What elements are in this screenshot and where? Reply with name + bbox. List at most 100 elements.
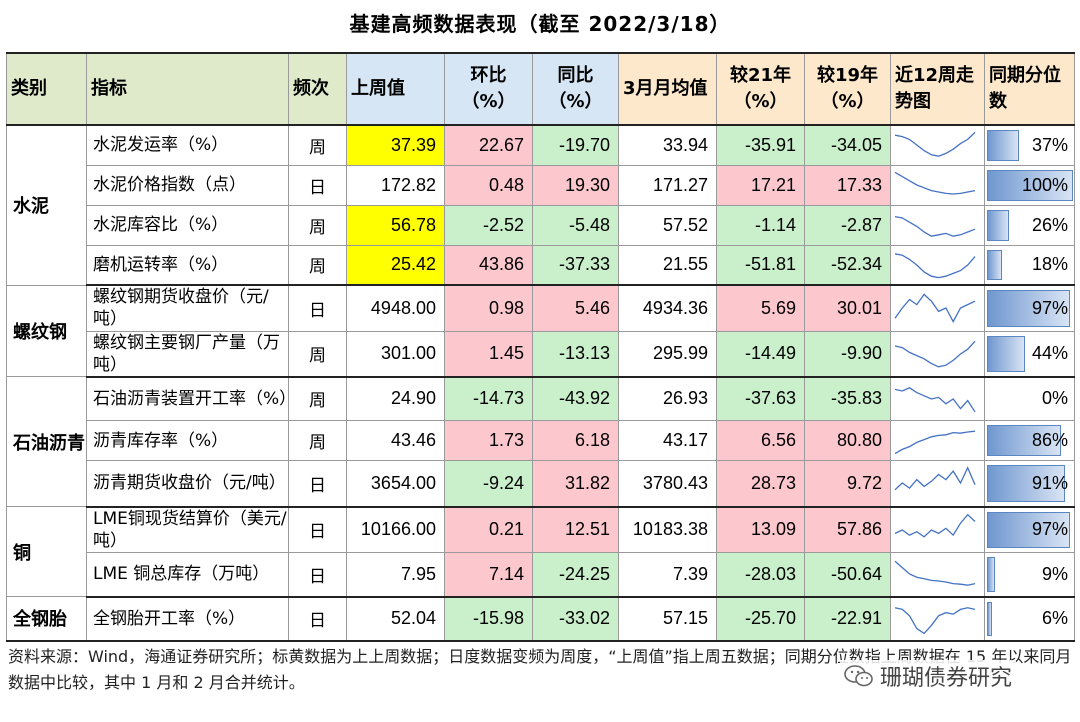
yoy-cell: 12.51 (532, 506, 619, 553)
data-table: 类别 指标 频次 上周值 环比（%） 同比（%） 3月月均值 较21年（%） 较… (6, 52, 1075, 642)
month-avg-cell: 7.39 (618, 552, 717, 598)
indicator-cell: 石油沥青装置开工率（%） (86, 376, 289, 421)
category-cell: 水泥 (6, 124, 87, 286)
last-week-cell: 3654.00 (346, 460, 445, 508)
wow-cell: -2.52 (444, 204, 533, 246)
wechat-icon (844, 665, 873, 687)
percentile-value: 97% (1031, 297, 1068, 318)
month-avg-cell: 295.99 (618, 330, 717, 378)
last-week-cell: 43.46 (346, 420, 445, 461)
month-avg-cell: 4934.36 (618, 284, 717, 332)
percentile-value: 0% (1041, 388, 1068, 409)
header-indicator: 指标 (86, 52, 289, 126)
vs21-cell: -14.49 (716, 330, 805, 378)
vs19-cell: 57.86 (804, 506, 891, 553)
vs21-cell: -25.70 (716, 596, 805, 642)
frequency-cell: 周 (288, 124, 347, 166)
percentile-value: 18% (1031, 254, 1068, 275)
percentile-bar (987, 511, 1071, 548)
sparkline-series (894, 132, 976, 158)
header-vs19: 较19年（%） (804, 52, 891, 126)
header-wow: 环比（%） (444, 52, 533, 126)
indicator-cell: 水泥发运率（%） (86, 124, 289, 166)
yoy-cell: -24.25 (532, 552, 619, 598)
percentile-cell: 9% (984, 552, 1075, 598)
trend-cell (890, 330, 985, 378)
frequency-cell: 日 (288, 284, 347, 332)
vs19-cell: -50.64 (804, 552, 891, 598)
percentile-cell: 6% (984, 596, 1075, 642)
table-row: 螺纹钢主要钢厂产量（万吨）周 301.00 1.45 -13.13 295.99 -14.… (7, 330, 1075, 378)
month-avg-cell: 33.94 (618, 124, 717, 166)
header-month-avg: 3月月均值 (618, 52, 717, 126)
sparkline (894, 560, 976, 587)
category-cell: 螺纹钢 (6, 284, 87, 377)
trend-cell (890, 552, 985, 598)
table-row: LME 铜总库存（万吨）日 7.95 7.14 -24.25 7.39 -28.03 -50… (7, 552, 1075, 598)
sparkline-series (894, 513, 976, 538)
indicator-cell: 水泥价格指数（点） (86, 164, 289, 206)
percentile-cell: 97% (984, 284, 1075, 332)
sparkline (894, 132, 976, 158)
percentile-value: 44% (1031, 343, 1068, 363)
percentile-bar (987, 249, 1003, 280)
table-row: 水泥库容比（%）周 56.78 -2.52 -5.48 57.52 -1.14 -2.87 2… (7, 204, 1075, 246)
sparkline (894, 171, 976, 195)
table-row: 沥青库存率（%）周 43.46 1.73 6.18 43.17 6.56 80.80 86% (7, 420, 1075, 461)
wow-cell: 1.45 (444, 330, 533, 378)
sparkline-series (894, 386, 976, 412)
table-row: 铜 LME铜现货结算价（美元/吨）日 10166.00 0.21 12.51 10183.… (6, 506, 1075, 597)
category-cell: 全钢胎 (6, 596, 87, 642)
percentile-cell: 100% (984, 164, 1075, 206)
percentile-value: 37% (1031, 134, 1068, 155)
table-row: 沥青期货收盘价（元/吨）日 3654.00 -9.24 31.82 3780.43 28.… (7, 460, 1075, 508)
percentile-cell: 18% (984, 244, 1075, 286)
source-note: 资料来源：Wind，海通证券研究所；标黄数据为上上周数据；日度数据变频为周度，“… (8, 647, 1072, 692)
percentile-bar (987, 335, 1025, 372)
header-last-week: 上周值 (346, 52, 445, 126)
month-avg-cell: 21.55 (618, 244, 717, 286)
last-week-cell: 4948.00 (346, 284, 445, 332)
month-avg-cell: 10183.38 (618, 506, 717, 553)
frequency-cell: 周 (288, 244, 347, 286)
frequency-cell: 日 (288, 164, 347, 206)
vs19-cell: -9.90 (804, 330, 891, 378)
vs21-cell: 17.21 (716, 164, 805, 206)
wow-cell: 1.73 (444, 420, 533, 461)
trend-cell (890, 376, 985, 421)
yoy-cell: -33.02 (532, 596, 619, 642)
sparkline-series (894, 606, 976, 634)
indicator-cell: 沥青库存率（%） (86, 420, 289, 461)
header-trend: 近12周走势图 (890, 52, 985, 126)
frequency-cell: 周 (288, 330, 347, 378)
sparkline (894, 386, 976, 412)
trend-cell (890, 244, 985, 286)
percentile-bar (987, 130, 1019, 161)
vs21-cell: 5.69 (716, 284, 805, 332)
trend-cell (890, 506, 985, 553)
wow-cell: 43.86 (444, 244, 533, 286)
yoy-cell: 31.82 (532, 460, 619, 508)
indicator-cell: 全钢胎开工率（%） (86, 596, 289, 642)
wow-cell: 7.14 (444, 552, 533, 598)
indicator-cell: 螺纹钢期货收盘价（元/吨） (86, 284, 289, 332)
frequency-cell: 日 (288, 596, 347, 642)
table-row: 磨机运转率（%）周 25.42 43.86 -37.33 21.55 -51.81 -52.… (7, 244, 1075, 286)
sparkline (894, 513, 976, 538)
sparkline (894, 606, 976, 634)
percentile-cell: 37% (984, 124, 1075, 166)
percentile-cell: 44% (984, 330, 1075, 378)
month-avg-cell: 57.52 (618, 204, 717, 246)
wow-cell: -15.98 (444, 596, 533, 642)
frequency-cell: 日 (288, 552, 347, 598)
sparkline (894, 293, 976, 324)
yoy-cell: -43.92 (532, 376, 619, 421)
sparkline (894, 215, 976, 237)
vs21-cell: 13.09 (716, 506, 805, 553)
percentile-value: 9% (1041, 563, 1068, 584)
percentile-value: 97% (1031, 519, 1068, 540)
table-row: 螺纹钢 螺纹钢期货收盘价（元/吨）日 4948.00 0.98 5.46 4934.36 5… (6, 284, 1075, 377)
month-avg-cell: 171.27 (618, 164, 717, 206)
wow-cell: 0.21 (444, 506, 533, 553)
last-week-cell: 25.42 (346, 244, 445, 286)
